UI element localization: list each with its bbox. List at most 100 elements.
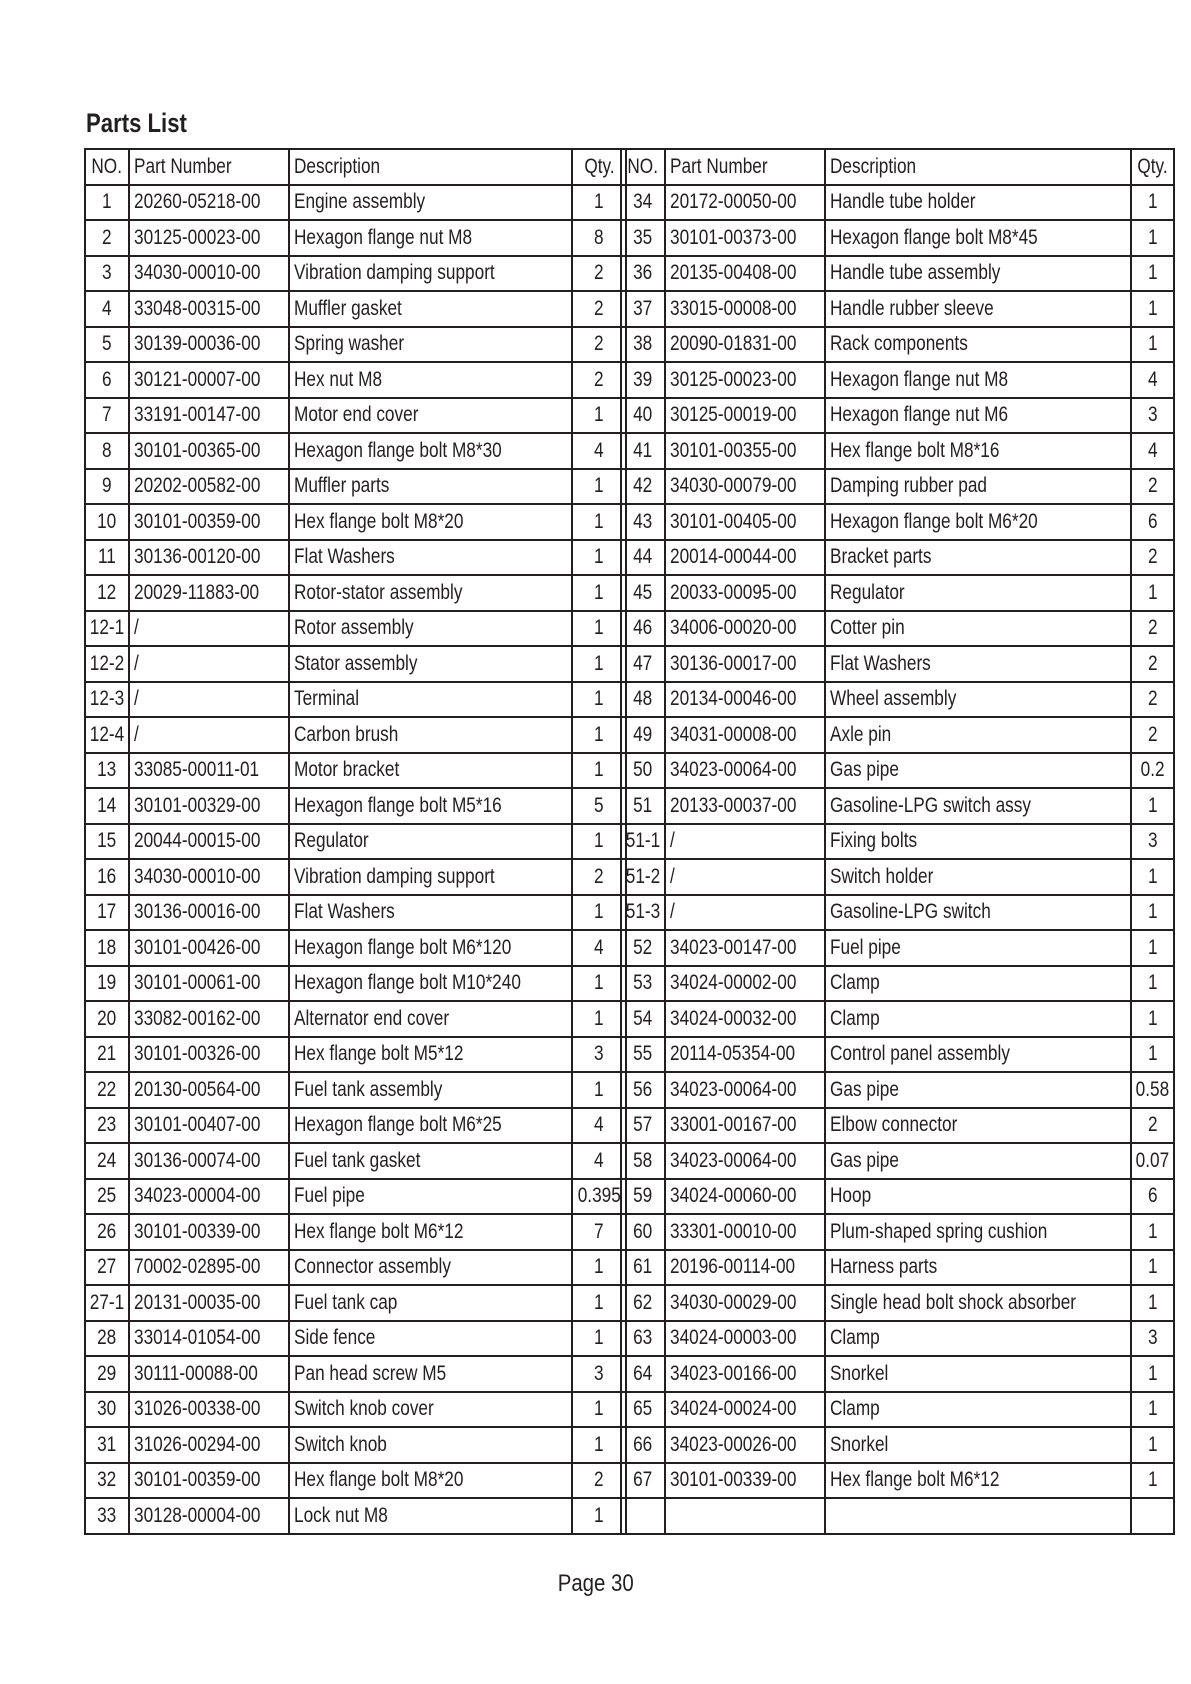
cell-part-number: / <box>128 680 291 718</box>
no-text: 11 <box>98 545 116 569</box>
part-number-text: 33085-00011-01 <box>134 758 260 782</box>
part-number-text: 30128-00004-00 <box>134 1503 261 1527</box>
cell-description: Single head bolt shock absorber <box>824 1284 1133 1322</box>
description-text: Vibration damping support <box>294 864 495 888</box>
description-text: Plum-shaped spring cushion <box>830 1219 1048 1243</box>
no-text: 36 <box>633 261 653 285</box>
cell-no: 6 <box>83 361 131 399</box>
cell-no: 36 <box>619 254 667 292</box>
cell-qty: 4 <box>570 929 628 967</box>
part-number-text: 30139-00036-00 <box>134 332 261 356</box>
cell-qty: 2 <box>1130 716 1176 754</box>
part-number-text: 33082-00162-00 <box>134 1006 261 1030</box>
cell-part-number: 20135-00408-00 <box>664 254 827 292</box>
no-text: 51 <box>633 793 653 817</box>
description-text: Clamp <box>830 1006 880 1030</box>
qty-text: 2 <box>594 261 604 285</box>
cell-no: 51-2 <box>619 858 667 896</box>
no-text: 66 <box>633 1432 653 1456</box>
no-text: 48 <box>633 687 653 711</box>
cell-no: 51-3 <box>619 893 667 931</box>
description-text: Control panel assembly <box>830 1042 1011 1066</box>
cell-part-number: 30136-00120-00 <box>128 538 291 576</box>
description-text: Flat Washers <box>830 651 931 675</box>
cell-description: Wheel assembly <box>824 680 1133 718</box>
cell-qty: 2 <box>570 254 628 292</box>
description-text: Fixing bolts <box>830 829 918 853</box>
cell-part-number: 30101-00339-00 <box>664 1461 827 1499</box>
cell-no: 35 <box>619 219 667 257</box>
table-row: 50 34023-00064-00 Gas pipe 0.2 <box>619 751 1176 789</box>
description-text: Damping rubber pad <box>830 474 988 498</box>
qty-text: 6 <box>1147 509 1158 533</box>
cell-part-number: 20090-01831-00 <box>664 325 827 363</box>
part-number-text: 34024-00003-00 <box>670 1326 797 1350</box>
qty-text: 1 <box>1147 1361 1158 1385</box>
cell-qty: 1 <box>570 1000 628 1038</box>
description-text: Connector assembly <box>294 1255 452 1279</box>
description-text: Lock nut M8 <box>294 1503 388 1527</box>
cell-no: 10 <box>83 503 131 541</box>
cell-description: Gasoline-LPG switch assy <box>824 787 1133 825</box>
part-number-text: 34024-00032-00 <box>670 1006 797 1030</box>
part-number-text: 34023-00064-00 <box>670 1148 797 1172</box>
part-number-text: 30111-00088-00 <box>134 1361 258 1385</box>
cell-qty: 1 <box>570 1497 628 1535</box>
cell-qty: 3 <box>1130 822 1176 860</box>
qty-text: 2 <box>1147 687 1158 711</box>
cell-no: 62 <box>619 1284 667 1322</box>
part-number-text: 30101-00373-00 <box>670 225 797 249</box>
cell-no: 7 <box>83 396 131 434</box>
cell-description: Handle rubber sleeve <box>824 290 1133 328</box>
no-text: 17 <box>97 900 117 924</box>
cell-part-number: 30101-00359-00 <box>128 1461 291 1499</box>
part-number-text: 20090-01831-00 <box>670 332 797 356</box>
part-number-text: 30125-00023-00 <box>134 225 261 249</box>
qty-text: 1 <box>594 900 604 924</box>
cell-no: 12 <box>83 574 131 612</box>
qty-text: 1 <box>594 1290 604 1314</box>
cell-no: 30 <box>83 1390 131 1428</box>
cell-part-number: 34023-00026-00 <box>664 1426 827 1464</box>
table-row: 9 20202-00582-00 Muffler parts 1 <box>83 467 628 505</box>
cell-qty: 1 <box>570 1390 628 1428</box>
description-text: Wheel assembly <box>830 687 957 711</box>
cell-description: Muffler parts <box>288 467 573 505</box>
description-text: Gasoline-LPG switch <box>830 900 991 924</box>
cell-part-number: 34024-00003-00 <box>664 1319 827 1357</box>
cell-description: Hexagon flange bolt M10*240 <box>288 964 573 1002</box>
cell-part-number: 31026-00338-00 <box>128 1390 291 1428</box>
description-text: Muffler parts <box>294 474 390 498</box>
no-text: 59 <box>633 1184 653 1208</box>
table-row: 28 33014-01054-00 Side fence 1 <box>83 1319 628 1357</box>
no-text: 51-1 <box>625 829 661 853</box>
description-text: Carbon brush <box>294 722 399 746</box>
part-number-text: 30125-00023-00 <box>670 367 797 391</box>
cell-description: Switch knob cover <box>288 1390 573 1428</box>
cell-qty: 1 <box>1130 1213 1176 1251</box>
cell-description: Regulator <box>288 822 573 860</box>
part-number-text: 20033-00095-00 <box>670 580 797 604</box>
header-no: NO. <box>619 148 667 186</box>
description-text: Rotor assembly <box>294 616 414 640</box>
cell-qty: 1 <box>1130 858 1176 896</box>
cell-part-number: 34023-00004-00 <box>128 1177 291 1215</box>
cell-qty: 4 <box>570 1142 628 1180</box>
no-text: 25 <box>97 1184 117 1208</box>
no-text: 9 <box>102 474 112 498</box>
part-number-text: 34024-00060-00 <box>670 1184 797 1208</box>
no-text: 61 <box>633 1255 653 1279</box>
description-text: Regulator <box>830 580 905 604</box>
cell-part-number: 20202-00582-00 <box>128 467 291 505</box>
cell-no: 61 <box>619 1248 667 1286</box>
cell-no: 12-3 <box>83 680 131 718</box>
cell-part-number: 20131-00035-00 <box>128 1284 291 1322</box>
part-number-text: 34023-00166-00 <box>670 1361 797 1385</box>
cell-qty: 1 <box>1130 929 1176 967</box>
qty-text: 3 <box>594 1361 604 1385</box>
no-text: 64 <box>633 1361 653 1385</box>
table-row: 22 20130-00564-00 Fuel tank assembly 1 <box>83 1071 628 1109</box>
no-text: 38 <box>633 332 653 356</box>
cell-description: Fuel tank cap <box>288 1284 573 1322</box>
cell-description: Switch knob <box>288 1426 573 1464</box>
